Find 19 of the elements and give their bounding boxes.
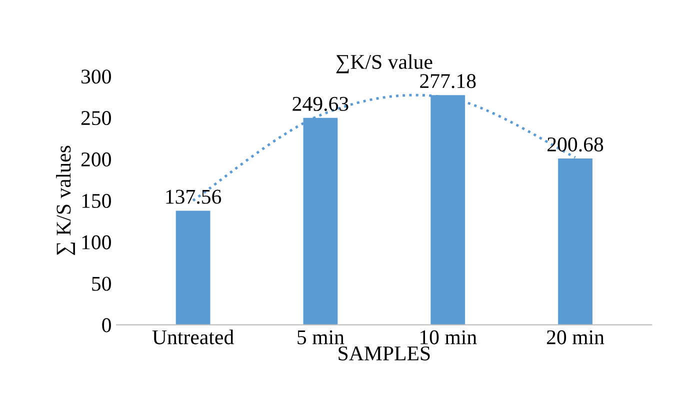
bar xyxy=(176,210,210,325)
x-tick-label: Untreated xyxy=(152,330,234,344)
y-tick-label: 200 xyxy=(81,152,111,166)
data-label: 277.18 xyxy=(420,74,476,88)
x-tick-label: 10 min xyxy=(420,330,477,344)
chart-title: ∑K/S value xyxy=(336,54,432,74)
x-axis-title: SAMPLES xyxy=(338,346,430,360)
data-label: 249.63 xyxy=(292,96,348,112)
y-tick-label: 150 xyxy=(82,194,111,208)
y-tick-label: 0 xyxy=(102,318,111,332)
y-tick-label: 100 xyxy=(82,235,111,250)
y-tick-label: 250 xyxy=(81,111,111,126)
x-tick-label: 20 min xyxy=(546,330,604,344)
y-tick-label: 50 xyxy=(92,276,111,291)
y-tick-label: 300 xyxy=(82,70,111,84)
data-label: 200.68 xyxy=(548,137,604,152)
y-axis-title: ∑ K/S values xyxy=(56,146,75,256)
data-label: 137.56 xyxy=(166,190,222,204)
x-tick-label: 5 min xyxy=(298,330,344,344)
